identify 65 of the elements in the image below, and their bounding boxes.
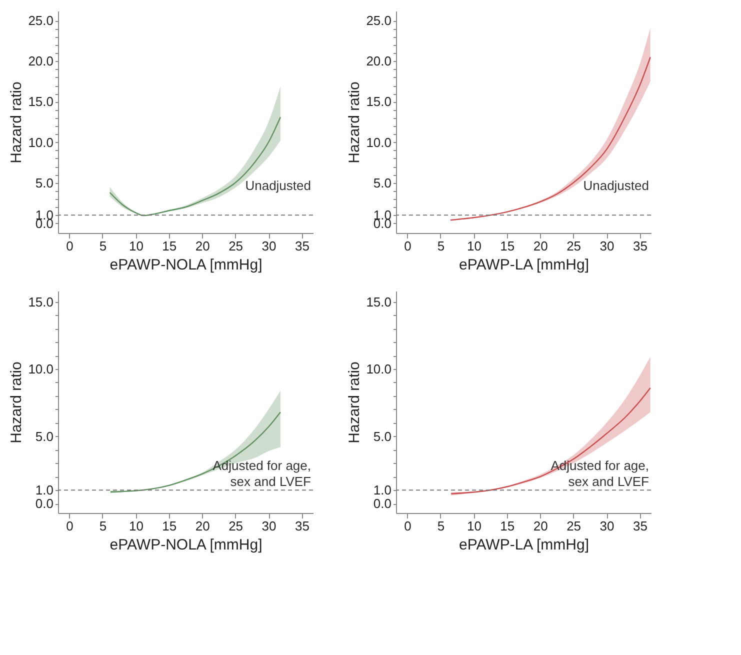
y-tick-label: 0.0 (373, 496, 392, 512)
x-tick-label: 5 (99, 518, 107, 534)
x-tick-label: 10 (466, 518, 482, 534)
x-tick-label: 30 (262, 518, 276, 534)
x-tick-label: 30 (600, 238, 614, 254)
x-tick-label: 0 (66, 518, 74, 534)
x-tick-label: 20 (533, 518, 548, 534)
x-tick-label: 25 (228, 238, 244, 254)
x-tick-label: 5 (437, 238, 445, 254)
x-tick-label: 10 (466, 238, 482, 254)
annotation: Unadjusted (583, 178, 649, 194)
line-series (450, 387, 651, 494)
y-tick-label: 5.0 (373, 428, 392, 444)
y-tick-label: 5.0 (35, 428, 54, 444)
y-tick-label: 25.0 (28, 13, 54, 28)
y-tick-label: 0.0 (35, 496, 54, 512)
y-tick-label: 10.0 (366, 134, 392, 150)
x-axis-title: ePAWP-LA [mmHg] (458, 536, 590, 554)
x-tick-label: 10 (128, 238, 144, 254)
x-axis-title: ePAWP-NOLA [mmHg] (110, 536, 262, 554)
x-tick-label: 15 (500, 518, 515, 534)
y-tick-label: 20.0 (366, 54, 392, 69)
y-axis-title: Hazard ratio (346, 362, 364, 444)
y-axis-title: Hazard ratio (8, 362, 26, 444)
y-tick-label: 20.0 (28, 54, 54, 69)
y-axis-title: Hazard ratio (8, 82, 26, 164)
x-tick-label: 20 (533, 238, 548, 254)
x-tick-label: 30 (262, 238, 276, 254)
y-tick-label: 10.0 (366, 362, 392, 377)
y-tick-label: 10.0 (28, 134, 54, 150)
x-tick-label: 35 (632, 518, 648, 534)
x-tick-label: 5 (99, 238, 107, 254)
x-tick-label: 0 (404, 518, 412, 534)
x-tick-label: 0 (404, 238, 412, 254)
y-axis-title: Hazard ratio (346, 82, 364, 164)
y-tick-label: 10.0 (28, 362, 54, 377)
x-tick-label: 30 (600, 518, 614, 534)
x-tick-label: 25 (228, 518, 244, 534)
x-tick-label: 35 (294, 238, 310, 254)
x-tick-label: 25 (566, 518, 582, 534)
x-axis-title: ePAWP-LA [mmHg] (458, 256, 590, 274)
x-tick-label: 25 (566, 238, 582, 254)
y-tick-label: 25.0 (366, 13, 392, 28)
x-tick-label: 15 (162, 518, 177, 534)
y-tick-label: 1.0 (35, 482, 54, 498)
line-series (110, 411, 282, 492)
x-tick-label: 20 (195, 238, 210, 254)
y-tick-label: 15.0 (28, 294, 54, 310)
x-tick-label: 20 (195, 518, 210, 534)
x-tick-label: 15 (162, 238, 177, 254)
x-axis-title: ePAWP-NOLA [mmHg] (110, 256, 262, 274)
y-tick-label: 1.0 (373, 482, 392, 498)
x-tick-label: 10 (128, 518, 144, 534)
y-tick-label: 15.0 (28, 94, 54, 110)
x-tick-label: 15 (500, 238, 515, 254)
y-tick-label: 5.0 (373, 175, 392, 190)
annotation: Unadjusted (245, 178, 311, 194)
y-tick-label: 15.0 (366, 294, 392, 310)
x-tick-label: 5 (437, 518, 445, 534)
x-tick-label: 35 (294, 518, 310, 534)
y-tick-label: 5.0 (35, 175, 54, 190)
line-series (450, 56, 651, 221)
y-tick-label: 15.0 (366, 94, 392, 110)
x-tick-label: 35 (632, 238, 648, 254)
x-tick-label: 0 (66, 238, 74, 254)
